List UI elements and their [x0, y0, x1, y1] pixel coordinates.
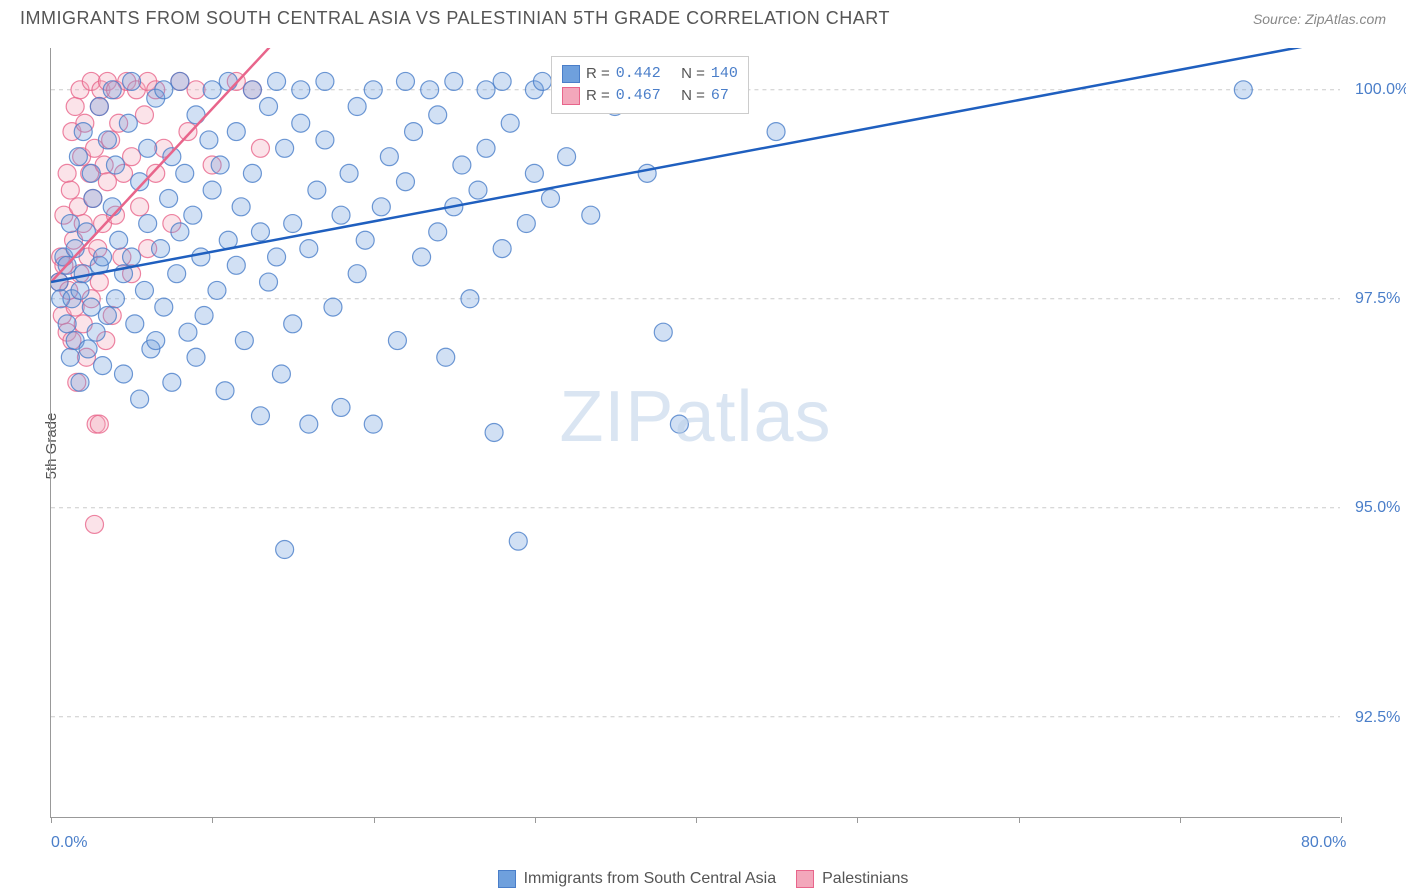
xtick [535, 817, 536, 823]
stats-row-a: R = 0.442 N = 140 [562, 63, 738, 85]
stats-legend: R = 0.442 N = 140 R = 0.467 N = 67 [551, 56, 749, 114]
legend-item-b: Palestinians [796, 870, 908, 888]
n-label-a: N = [681, 63, 705, 85]
xtick [1341, 817, 1342, 823]
n-value-b: 67 [711, 85, 729, 107]
swatch-a-icon [562, 65, 580, 83]
xlabel-right: 80.0% [1301, 834, 1346, 852]
legend-label-b: Palestinians [822, 870, 908, 888]
swatch-b-icon [562, 87, 580, 105]
xtick [212, 817, 213, 823]
xtick [857, 817, 858, 823]
scatter-plot [51, 48, 1340, 817]
r-value-b: 0.467 [616, 85, 661, 107]
xlabel-left: 0.0% [51, 834, 87, 852]
chart-title: IMMIGRANTS FROM SOUTH CENTRAL ASIA VS PA… [20, 8, 890, 29]
ytick-label: 95.0% [1355, 499, 1400, 517]
ytick-label: 92.5% [1355, 709, 1400, 727]
ytick-label: 97.5% [1355, 290, 1400, 308]
xtick [374, 817, 375, 823]
r-value-a: 0.442 [616, 63, 661, 85]
xtick [51, 817, 52, 823]
n-value-a: 140 [711, 63, 738, 85]
r-label-b: R = [586, 85, 610, 107]
legend-label-a: Immigrants from South Central Asia [524, 870, 777, 888]
legend-item-a: Immigrants from South Central Asia [498, 870, 777, 888]
n-label-b: N = [681, 85, 705, 107]
ytick-label: 100.0% [1355, 81, 1406, 99]
legend-swatch-b-icon [796, 870, 814, 888]
xtick [696, 817, 697, 823]
xtick [1019, 817, 1020, 823]
r-label-a: R = [586, 63, 610, 85]
chart-area: ZIPatlas R = 0.442 N = 140 R = 0.467 N =… [50, 48, 1340, 818]
source-label: Source: ZipAtlas.com [1253, 11, 1386, 27]
xtick [1180, 817, 1181, 823]
stats-row-b: R = 0.467 N = 67 [562, 85, 738, 107]
bottom-legend: Immigrants from South Central Asia Pales… [0, 870, 1406, 888]
legend-swatch-a-icon [498, 870, 516, 888]
